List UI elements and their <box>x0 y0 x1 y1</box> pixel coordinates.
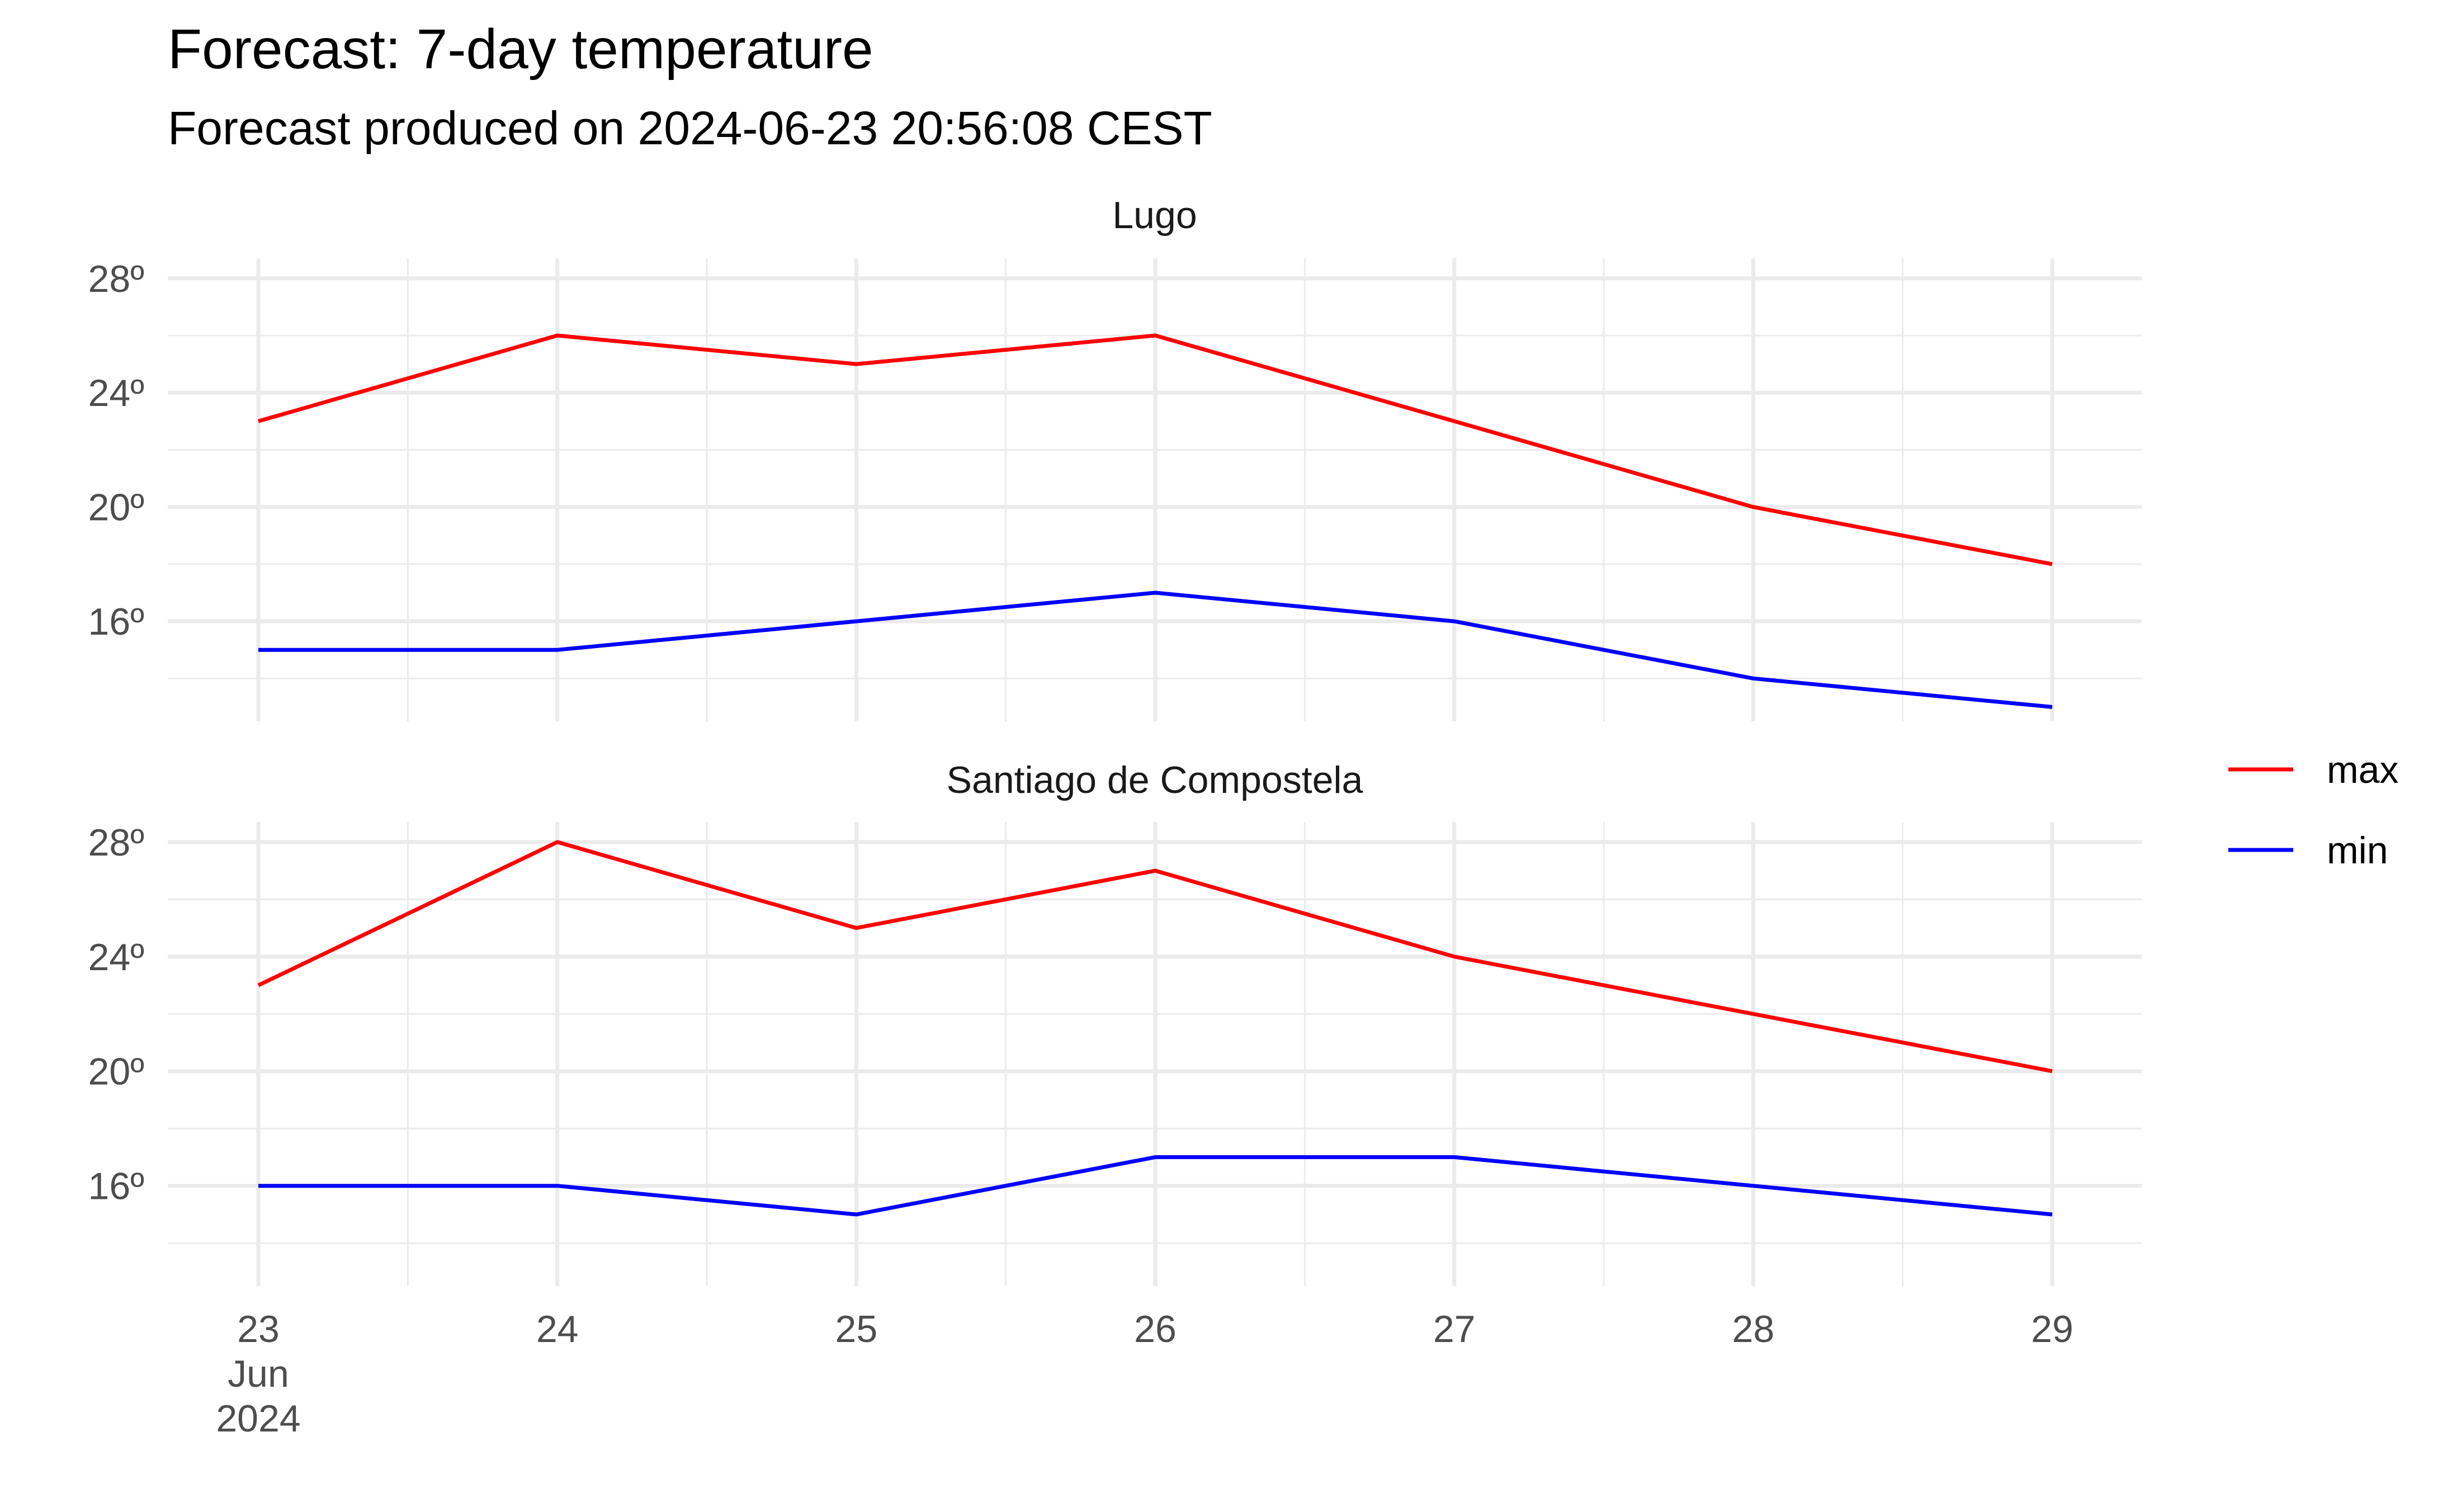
y-tick-label: 28º <box>88 258 144 300</box>
chart-title: Forecast: 7-day temperature <box>168 18 873 81</box>
legend-label: max <box>2327 749 2398 791</box>
x-tick-label: 29 <box>2031 1308 2073 1350</box>
chart-subtitle: Forecast produced on 2024-06-23 20:56:08… <box>168 102 1212 154</box>
facet-strip-label: Lugo <box>1112 194 1197 237</box>
legend-label: min <box>2327 829 2388 872</box>
legend: max min <box>2228 749 2398 872</box>
y-tick-label: 24º <box>88 936 144 979</box>
facet-strip-label: Santiago de Compostela <box>947 759 1363 801</box>
x-tick-label: 23 Jun 2024 <box>216 1308 300 1440</box>
series-line-min <box>258 590 2053 709</box>
x-tick-label: 24 <box>536 1308 579 1350</box>
series-line-max <box>257 840 2053 1074</box>
x-tick-label: 27 <box>1433 1308 1476 1350</box>
y-tick-label: 20º <box>88 486 144 529</box>
y-tick-label: 20º <box>88 1051 144 1093</box>
facet-panels: Lugo 16º 20º 24º 28º Santiago de Compostela 16… <box>88 194 2142 1440</box>
y-tick-label: 16º <box>88 601 144 643</box>
y-tick-label: 28º <box>88 821 144 864</box>
x-tick-label: 25 <box>835 1308 878 1350</box>
series-line-max <box>258 333 2053 566</box>
y-tick-label: 16º <box>88 1165 144 1208</box>
legend-entry: min <box>2228 829 2388 872</box>
legend-entry: max <box>2228 749 2398 791</box>
facet-panel: Santiago de Compostela 16º 20º 24º 28º 23 Jun 2… <box>88 759 2142 1440</box>
x-tick-label: 28 <box>1732 1308 1775 1350</box>
x-tick-label: 26 <box>1134 1308 1177 1350</box>
y-tick-label: 24º <box>88 372 144 414</box>
facet-panel: Lugo 16º 20º 24º 28º <box>88 194 2142 721</box>
series-line-min <box>258 1155 2053 1217</box>
